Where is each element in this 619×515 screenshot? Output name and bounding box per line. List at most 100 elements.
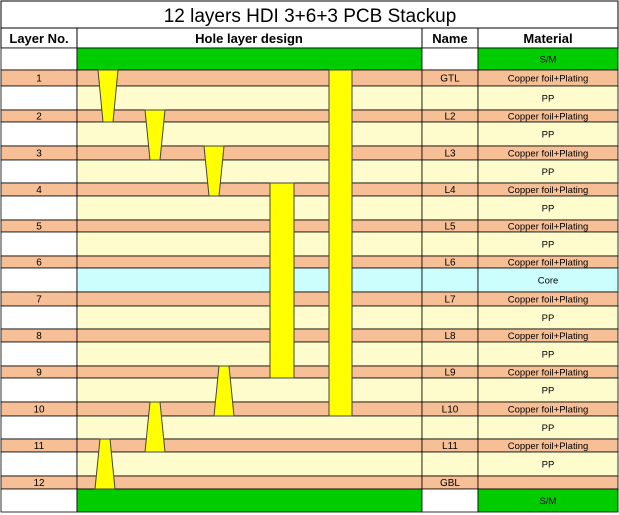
layer-no-cell bbox=[0, 159, 78, 184]
hole-design-cell bbox=[76, 182, 423, 197]
stackup-row-pp: PP bbox=[0, 377, 619, 403]
microvia-11-12 bbox=[94, 438, 116, 490]
layer-no-cell bbox=[0, 195, 78, 221]
material-cell bbox=[477, 475, 619, 490]
hole-design-cell bbox=[76, 341, 423, 367]
layer-name: L6 bbox=[444, 258, 456, 269]
header-name: Name bbox=[432, 31, 467, 46]
material-cell bbox=[477, 267, 619, 293]
name-cell bbox=[421, 305, 479, 330]
name-cell bbox=[421, 195, 479, 221]
stackup-row-copper: 10 L10 Copper foil+Plating bbox=[0, 401, 619, 417]
layer-number: 5 bbox=[36, 222, 42, 233]
hole-design-cell bbox=[76, 328, 423, 343]
layer-material: PP bbox=[542, 204, 555, 215]
hole-design-cell bbox=[76, 255, 423, 269]
layer-name: GTL bbox=[440, 74, 460, 85]
layer-number: 2 bbox=[36, 112, 42, 123]
layer-material: Copper foil+Plating bbox=[508, 112, 589, 123]
hole-design-cell bbox=[76, 121, 423, 147]
via-layer bbox=[94, 69, 353, 490]
layer-material: Copper foil+Plating bbox=[508, 149, 589, 160]
material-cell bbox=[477, 195, 619, 221]
hole-design-cell bbox=[76, 451, 423, 477]
stackup-row-copper: 7 L7 Copper foil+Plating bbox=[0, 291, 619, 307]
header-hole-design: Hole layer design bbox=[195, 31, 303, 46]
title-cell bbox=[0, 0, 619, 29]
material-cell bbox=[477, 451, 619, 477]
hole-design-cell bbox=[76, 69, 423, 87]
layer-name: L11 bbox=[442, 441, 458, 452]
stackup-row-mask: S/M bbox=[0, 488, 619, 513]
name-cell bbox=[421, 47, 479, 71]
layer-name: L5 bbox=[444, 222, 456, 233]
material-cell bbox=[477, 341, 619, 367]
layer-material: Copper foil+Plating bbox=[508, 74, 589, 85]
stackup-row-pp: PP bbox=[0, 451, 619, 477]
layer-name: L4 bbox=[444, 185, 456, 196]
layer-number: 9 bbox=[36, 368, 42, 379]
layer-no-cell bbox=[0, 415, 78, 440]
layer-number: 4 bbox=[36, 185, 42, 196]
name-cell bbox=[421, 159, 479, 184]
layer-name: L3 bbox=[444, 149, 456, 160]
microvia-3-4 bbox=[203, 145, 225, 197]
layer-material: PP bbox=[542, 423, 555, 434]
buried-via-4-9 bbox=[269, 182, 295, 379]
layer-name: L8 bbox=[444, 331, 456, 342]
name-cell bbox=[421, 231, 479, 257]
layer-material: Copper foil+Plating bbox=[508, 368, 589, 379]
layer-material: PP bbox=[542, 240, 555, 251]
stackup-row-pp: PP bbox=[0, 231, 619, 257]
stackup-row-pp: PP bbox=[0, 121, 619, 147]
layer-material: PP bbox=[542, 167, 555, 178]
stackup-row-copper: 5 L5 Copper foil+Plating bbox=[0, 219, 619, 233]
hole-design-cell bbox=[76, 401, 423, 417]
stackup-row-copper: 4 L4 Copper foil+Plating bbox=[0, 182, 619, 197]
layer-material: Copper foil+Plating bbox=[508, 185, 589, 196]
hole-design-cell bbox=[76, 219, 423, 233]
layer-material: Copper foil+Plating bbox=[508, 441, 589, 452]
hole-design-cell bbox=[76, 267, 423, 293]
layer-number: 8 bbox=[36, 331, 42, 342]
stackup-row-copper: 8 L8 Copper foil+Plating bbox=[0, 328, 619, 343]
stackup-row-copper: 3 L3 Copper foil+Plating bbox=[0, 145, 619, 161]
layer-no-cell bbox=[0, 377, 78, 403]
layer-name: L2 bbox=[444, 112, 456, 123]
stackup-rows: S/M 1 GTL Copper foil+Plating PP 2 L2 Copper fo… bbox=[0, 47, 619, 513]
microvia-2-3 bbox=[144, 109, 166, 161]
name-cell bbox=[421, 85, 479, 111]
layer-number: 7 bbox=[36, 295, 42, 306]
layer-material: S/M bbox=[540, 55, 557, 66]
name-cell bbox=[421, 451, 479, 477]
hole-design-cell bbox=[76, 85, 423, 111]
stackup-row-pp: PP bbox=[0, 85, 619, 111]
layer-material: Copper foil+Plating bbox=[508, 405, 589, 416]
name-cell bbox=[421, 121, 479, 147]
stackup-row-pp: PP bbox=[0, 159, 619, 184]
hole-design-cell bbox=[76, 365, 423, 379]
stackup-row-mask: S/M bbox=[0, 47, 619, 71]
hole-design-cell bbox=[76, 109, 423, 123]
stackup-row-pp: PP bbox=[0, 341, 619, 367]
stackup-row-copper: 9 L9 Copper foil+Plating bbox=[0, 365, 619, 379]
header-material: Material bbox=[523, 31, 572, 46]
hole-design-cell bbox=[76, 377, 423, 403]
diagram-title: 12 layers HDI 3+6+3 PCB Stackup bbox=[164, 6, 457, 27]
layer-material: Copper foil+Plating bbox=[508, 258, 589, 269]
material-cell bbox=[477, 377, 619, 403]
hole-design-cell bbox=[76, 231, 423, 257]
layer-no-cell bbox=[0, 488, 78, 513]
name-cell bbox=[421, 267, 479, 293]
layer-material: PP bbox=[542, 460, 555, 471]
stackup-row-copper: 1 GTL Copper foil+Plating bbox=[0, 69, 619, 87]
header-row: Layer No. Hole layer design Name Materia… bbox=[0, 27, 619, 49]
layer-no-cell bbox=[0, 267, 78, 293]
layer-name: L7 bbox=[444, 295, 456, 306]
buried-via-1-10 bbox=[328, 69, 353, 417]
layer-no-cell bbox=[0, 121, 78, 147]
name-cell bbox=[421, 415, 479, 440]
stackup-row-copper: 6 L6 Copper foil+Plating bbox=[0, 255, 619, 269]
layer-material: PP bbox=[542, 350, 555, 361]
layer-number: 12 bbox=[33, 478, 45, 489]
